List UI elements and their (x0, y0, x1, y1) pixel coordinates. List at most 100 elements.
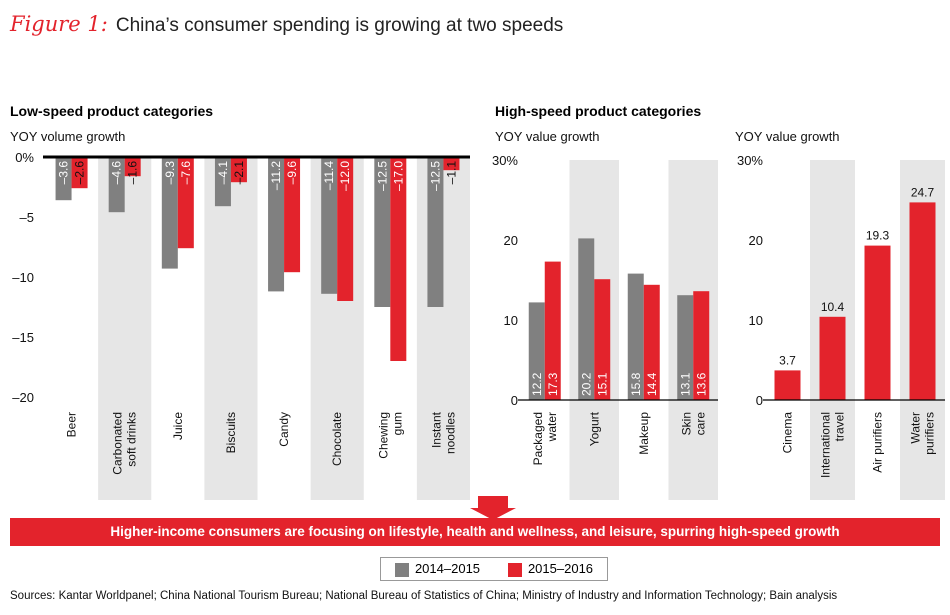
category-shade (204, 157, 258, 500)
bar-biscuits-2015-2016 (230, 157, 247, 183)
category-label-skin-care: Skin (679, 412, 693, 435)
figure-title-text: China’s consumer spending is growing at … (115, 15, 564, 36)
y-tick-label: –15 (12, 330, 34, 345)
y-axis-label: YOY value growth (735, 129, 840, 144)
category-label-water-purifiers: purifiers (923, 412, 937, 455)
category-label-juice: Juice (171, 412, 185, 440)
bar-yogurt-2015-2016 (594, 279, 611, 400)
bar-skin-care-2015-2016 (693, 291, 710, 400)
bar-packaged-water-2015-2016 (544, 261, 561, 400)
bar-cinema-2015-2016 (774, 370, 801, 400)
legend: 2014–2015 2015–2016 (380, 557, 608, 581)
legend-label: 2014–2015 (414, 561, 481, 577)
y-tick-label: –10 (12, 270, 34, 285)
data-label: –9.6 (285, 161, 299, 185)
bar-chocolate-2015-2016 (337, 157, 354, 301)
bar-packaged-water-2014-2015 (528, 302, 545, 400)
bar-makeup-2015-2016 (643, 284, 660, 400)
data-label: –1.6 (126, 161, 140, 185)
category-label-packaged-water: water (545, 412, 559, 442)
data-label: –12.5 (375, 161, 389, 191)
data-label: –2.6 (73, 161, 87, 185)
y-tick-label: 10 (749, 313, 763, 328)
data-label: 13.1 (678, 372, 692, 396)
bar-juice-2014-2015 (161, 157, 178, 269)
bar-candy-2014-2015 (268, 157, 285, 292)
category-label-yogurt: Yogurt (587, 411, 601, 446)
category-label-carbonated-soft-drinks: soft drinks (125, 412, 139, 467)
data-label: 15.1 (595, 372, 609, 396)
category-label-skin-care: care (693, 412, 707, 436)
y-axis-label: YOY volume growth (10, 129, 125, 144)
data-label: –12.5 (428, 161, 442, 191)
data-label: –2.1 (232, 161, 246, 185)
bar-beer-2015-2016 (71, 157, 88, 189)
bar-instant-noodles-2015-2016 (443, 157, 460, 171)
data-label: 10.4 (821, 300, 845, 314)
bar-yogurt-2014-2015 (578, 238, 595, 400)
y-tick-label: 10 (504, 313, 518, 328)
bar-chewing-gum-2014-2015 (374, 157, 391, 307)
data-label: 13.6 (694, 372, 708, 396)
data-label: 17.3 (546, 372, 560, 396)
category-label-water-purifiers: Water (909, 412, 923, 444)
category-label-packaged-water: Packaged (531, 412, 545, 465)
legend-swatch-red (507, 562, 522, 577)
category-label-chocolate: Chocolate (330, 412, 344, 466)
category-label-international-travel: travel (833, 412, 847, 441)
y-tick-label: 0 (756, 393, 763, 408)
data-label: 12.2 (530, 372, 544, 396)
bar-skin-care-2014-2015 (677, 295, 694, 400)
data-label: –9.3 (163, 161, 177, 185)
y-tick-label: 0 (511, 393, 518, 408)
bar-air-purifiers-2015-2016 (864, 245, 891, 400)
y-tick-label: 30% (492, 153, 518, 168)
bar-juice-2015-2016 (177, 157, 194, 249)
data-label: –17.0 (391, 161, 405, 191)
category-label-instant-noodles: noodles (443, 412, 457, 454)
y-tick-label: 0% (15, 150, 34, 165)
category-label-instant-noodles: Instant (429, 411, 443, 448)
bar-chewing-gum-2015-2016 (390, 157, 407, 361)
bar-international-travel-2015-2016 (819, 316, 846, 400)
data-label: 24.7 (911, 185, 935, 199)
panel-title-low-speed-product-categories: Low-speed product categories (10, 103, 213, 119)
bar-instant-noodles-2014-2015 (427, 157, 444, 307)
category-label-beer: Beer (65, 412, 79, 437)
y-tick-label: 20 (749, 233, 763, 248)
data-label: 19.3 (866, 229, 890, 243)
category-label-chewing-gum: Chewing (376, 412, 390, 459)
bar-carbonated-soft-drinks-2015-2016 (124, 157, 141, 177)
category-label-chewing-gum: gum (390, 412, 404, 435)
data-label: 3.7 (779, 353, 796, 367)
bar-chocolate-2014-2015 (321, 157, 338, 294)
category-label-air-purifiers: Air purifiers (871, 412, 885, 473)
source-note: Sources: Kantar Worldpanel; China Nation… (10, 590, 838, 602)
data-label: –1.1 (444, 161, 458, 185)
data-label: –12.0 (338, 161, 352, 191)
bar-makeup-2014-2015 (627, 273, 644, 400)
legend-swatch-gray (394, 562, 409, 577)
bar-candy-2015-2016 (284, 157, 301, 273)
data-label: –4.1 (216, 161, 230, 185)
category-label-makeup: Makeup (637, 412, 651, 455)
bar-water-purifiers-2015-2016 (909, 202, 936, 400)
chart-area: Low-speed product categories YOY volume g… (10, 103, 945, 500)
category-label-cinema: Cinema (781, 412, 795, 454)
takeaway-banner: Higher-income consumers are focusing on … (10, 518, 940, 546)
legend-item-2015-2016: 2015–2016 (507, 561, 594, 577)
y-tick-label: –5 (20, 210, 34, 225)
figure-title: Figure 1: China’s consumer spending is gr… (10, 12, 563, 37)
figure-label: Figure 1: (10, 12, 108, 36)
data-label: –3.6 (57, 161, 71, 185)
data-label: 15.8 (629, 372, 643, 396)
data-label: –11.4 (322, 161, 336, 190)
y-tick-label: –20 (12, 390, 34, 405)
legend-item-2014-2015: 2014–2015 (394, 561, 481, 577)
y-tick-label: 20 (504, 233, 518, 248)
legend-label: 2015–2016 (527, 561, 594, 577)
data-label: –7.6 (179, 161, 193, 185)
data-label: 20.2 (579, 372, 593, 396)
bar-beer-2014-2015 (55, 157, 72, 201)
category-label-biscuits: Biscuits (224, 412, 238, 453)
